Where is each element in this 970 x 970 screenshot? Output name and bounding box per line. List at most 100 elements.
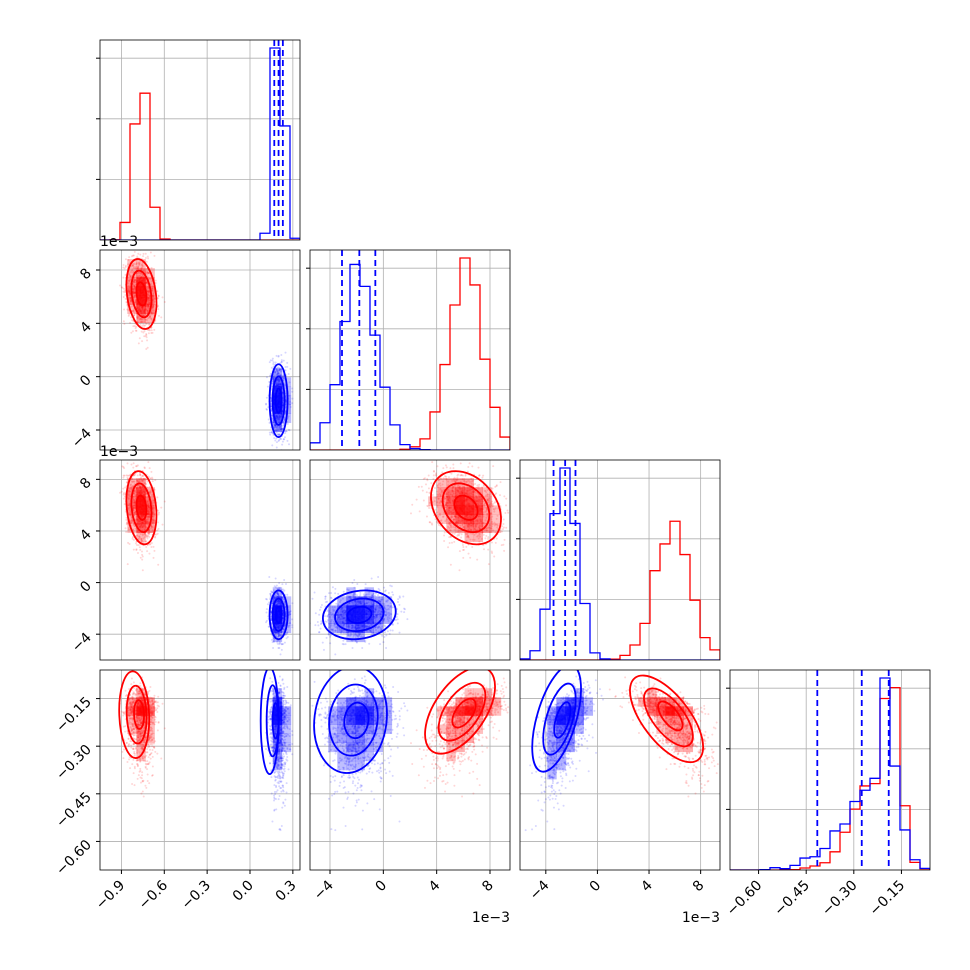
contour-line [125,258,158,330]
sample-point [130,316,133,319]
sample-point [154,319,157,322]
sample-point [123,267,126,270]
sample-point [146,291,149,294]
sample-point [141,318,144,321]
sample-point [285,582,288,585]
sample-point [147,290,150,293]
panel-frame [99,39,301,241]
sample-point [125,518,128,521]
sample-point [268,374,271,377]
sample-point [431,523,434,526]
sample-point [128,256,131,259]
density-cell [136,313,146,324]
sample-point [142,269,145,272]
sample-point [146,309,149,312]
sample-point [147,271,150,274]
sample-point [157,295,160,298]
sample-point [147,332,150,335]
sample-point [163,300,166,303]
sample-point [276,433,279,436]
sample-point [123,322,126,325]
sample-point [146,321,149,324]
sample-point [139,317,142,320]
sample-point [143,324,146,327]
sample-point [129,275,132,278]
sample-point [132,548,135,551]
sample-point [280,359,283,362]
sample-point [282,643,285,646]
sample-point [149,313,152,316]
sample-point [146,287,149,290]
hist-step [100,47,300,240]
sample-point [283,383,286,386]
sample-point [131,264,134,267]
sample-point [141,325,144,328]
sample-point [280,354,283,357]
sample-point [124,258,127,261]
sample-point [458,550,461,553]
sample-point [138,263,141,266]
sample-point [129,300,132,303]
sample-point [140,330,143,333]
sample-point [122,276,125,279]
sample-point [137,315,140,318]
sample-point [265,402,268,405]
sample-point [127,259,130,262]
sample-point [276,452,278,454]
sample-point [144,257,147,260]
sample-point [140,263,143,266]
sample-point [124,265,127,268]
density-cell [145,295,155,305]
sample-point [146,346,149,349]
hist-panel-0 [96,39,301,241]
sample-point [137,252,140,255]
sample-point [500,530,503,533]
sample-point [145,348,148,351]
sample-point [285,430,288,433]
sample-point [148,315,151,318]
sample-point [141,313,144,316]
sample-point [265,619,268,622]
sample-point [146,271,149,274]
sample-point [152,545,155,548]
sample-point [152,556,155,559]
sample-point [274,439,277,442]
contour-line [130,269,153,319]
sample-point [434,508,437,511]
sample-point [145,306,148,309]
sample-point [507,511,510,514]
density-cell [127,259,137,269]
sample-point [147,293,150,296]
sample-point [135,325,138,328]
sample-point [460,536,463,539]
sample-point [131,264,134,267]
sample-point [146,339,149,342]
sample-point [271,359,274,362]
sample-point [286,593,289,596]
sample-point [124,294,127,297]
sample-point [275,446,278,449]
sample-point [124,273,127,276]
sample-point [269,372,272,375]
sample-point [149,542,152,545]
sample-point [145,336,148,339]
sample-point [145,332,148,335]
sample-point [286,635,289,638]
sample-point [135,265,138,268]
sample-point [135,272,138,275]
sample-point [418,510,421,513]
sample-point [141,275,144,278]
sample-point [270,590,273,593]
hist-step [310,257,510,450]
sample-point [137,267,140,270]
sample-point [126,462,129,465]
sample-point [122,476,125,479]
sample-point [128,313,131,316]
sample-point [147,321,150,324]
sample-point [282,438,285,441]
sample-point [138,261,141,264]
density-cell [136,286,146,296]
sample-point [136,551,139,554]
sample-point [291,618,294,621]
sample-point [126,563,129,566]
